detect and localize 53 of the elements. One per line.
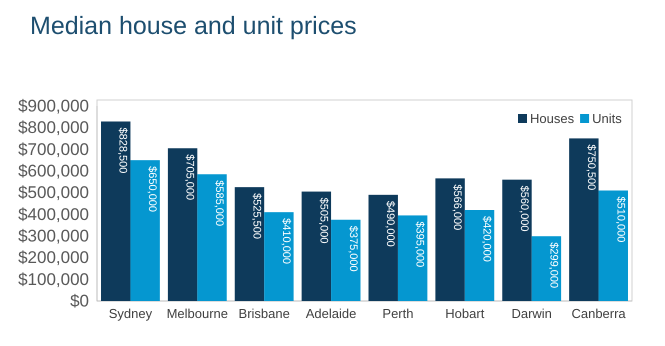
y-tick-label: $200,000 [18,248,89,268]
data-label: $375,000 [346,226,359,272]
x-tick-label: Hobart [445,306,485,322]
data-label: $510,000 [614,196,626,242]
data-label: $566,000 [451,184,464,230]
chart-title: Median house and unit prices [30,12,357,40]
data-label: $828,500 [116,127,129,174]
data-label: $410,000 [280,218,292,264]
bar [502,180,532,301]
y-tick-label: $0 [70,291,89,310]
y-tick-label: $300,000 [18,226,89,246]
bar [598,190,628,301]
x-tick-label: Perth [382,306,414,322]
bar [197,174,227,301]
data-label: $650,000 [146,166,158,212]
y-tick-label: $500,000 [18,183,89,202]
x-tick-label: Brisbane [238,306,290,322]
bar [302,192,332,301]
x-tick-label: Canberra [571,306,626,322]
y-tick-label: $900,000 [18,96,89,116]
data-label: $299,000 [547,242,560,288]
bar [264,212,294,301]
y-tick-label: $700,000 [18,140,89,159]
data-label: $705,000 [184,154,196,200]
data-label: $585,000 [213,180,226,226]
bar [435,178,465,301]
bar [368,194,398,301]
bar [234,187,264,301]
bar [101,121,130,301]
x-tick-label: Melbourne [166,306,228,322]
y-tick-label: $800,000 [18,118,89,138]
bar [464,210,494,301]
y-tick-label: $100,000 [18,270,89,289]
bar [168,148,198,301]
data-label: $560,000 [518,186,530,232]
bar [569,138,599,301]
data-label: $420,000 [480,216,493,262]
x-tick-label: Darwin [511,306,552,322]
legend-label: Houses [530,111,575,126]
bar [130,160,160,301]
bar [398,215,428,301]
x-tick-label: Sydney [108,306,153,322]
bar [331,220,360,301]
y-tick-label: $400,000 [18,204,89,224]
data-label: $395,000 [414,221,426,268]
y-tick-label: $600,000 [18,161,89,180]
data-label: $505,000 [317,198,330,244]
data-label: $490,000 [384,200,396,247]
data-label: $525,500 [250,193,262,240]
x-tick-label: Adelaide [306,306,356,322]
legend-label: Units [592,111,622,126]
data-label: $750,500 [584,144,597,190]
bar [532,236,562,301]
